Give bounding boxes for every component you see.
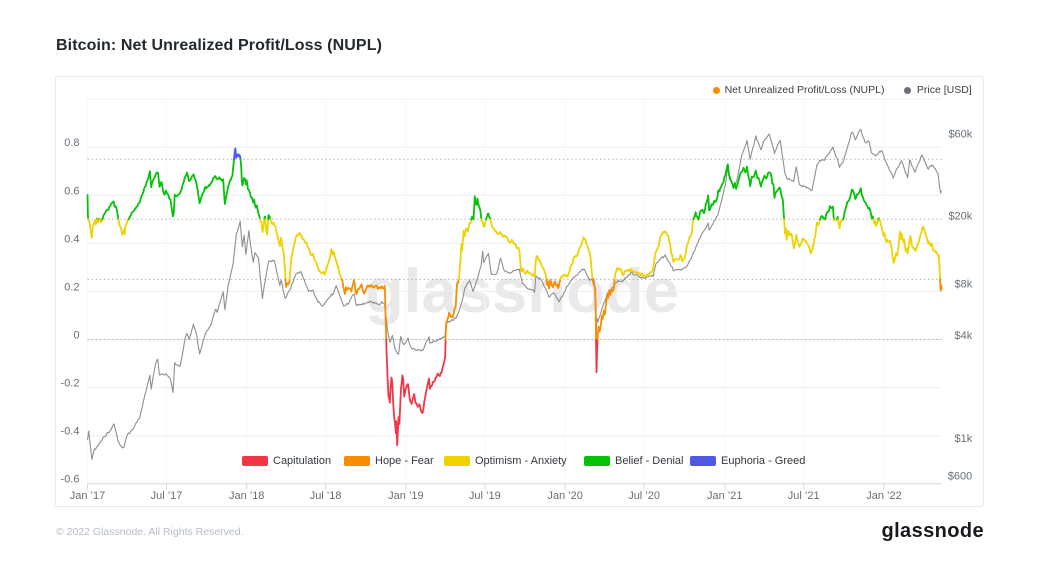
svg-text:$20k: $20k — [948, 210, 972, 222]
svg-text:Jul ’21: Jul ’21 — [788, 490, 820, 502]
svg-text:0.2: 0.2 — [64, 281, 79, 293]
svg-text:Jan ’21: Jan ’21 — [707, 490, 742, 502]
svg-text:Jul ’18: Jul ’18 — [310, 490, 342, 502]
svg-text:Jul ’19: Jul ’19 — [469, 490, 501, 502]
svg-text:$8k: $8k — [955, 278, 973, 290]
svg-text:-0.4: -0.4 — [61, 426, 80, 438]
svg-text:0: 0 — [73, 330, 79, 342]
svg-text:-0.2: -0.2 — [61, 378, 80, 390]
svg-text:$4k: $4k — [955, 330, 973, 342]
svg-text:$600: $600 — [948, 471, 972, 483]
svg-text:0.4: 0.4 — [64, 233, 79, 245]
svg-text:-0.6: -0.6 — [61, 474, 80, 486]
svg-text:Jul ’17: Jul ’17 — [151, 490, 183, 502]
svg-text:$1k: $1k — [955, 433, 973, 445]
svg-text:0.6: 0.6 — [64, 185, 79, 197]
svg-text:0.8: 0.8 — [64, 137, 79, 149]
svg-text:Jan ’22: Jan ’22 — [866, 490, 901, 502]
svg-text:Jan ’19: Jan ’19 — [388, 490, 423, 502]
svg-text:Jan ’17: Jan ’17 — [70, 490, 105, 502]
svg-text:Jul ’20: Jul ’20 — [628, 490, 660, 502]
svg-text:$60k: $60k — [948, 129, 972, 141]
svg-text:Jan ’20: Jan ’20 — [547, 490, 582, 502]
svg-text:Jan ’18: Jan ’18 — [229, 490, 264, 502]
